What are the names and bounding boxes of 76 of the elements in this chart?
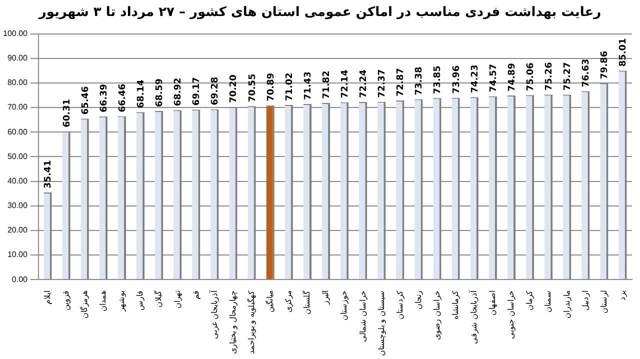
x-tick-label: خراسان شمالی: [358, 290, 368, 342]
data-label: 68.92: [174, 78, 184, 106]
x-tick-label: چهارمحال و بختیاری: [228, 290, 238, 354]
data-label: 72.14: [340, 70, 351, 98]
data-label: 69.17: [192, 77, 202, 106]
y-tick-label: 30.00: [7, 201, 28, 210]
y-tick-label: 0.00: [12, 274, 28, 284]
x-tick-label: ایلام: [42, 290, 52, 305]
x-tick-label: قزوین: [61, 290, 70, 311]
data-label: 75.27: [563, 62, 574, 91]
data-label: 74.89: [507, 63, 518, 92]
x-tick-label: خوزستان: [340, 290, 349, 321]
x-tick-label: گیلان: [153, 290, 164, 308]
data-label: 72.24: [359, 70, 370, 98]
data-label: 68.59: [155, 78, 166, 107]
data-label: 85.01: [618, 38, 629, 67]
data-label: 68.14: [136, 80, 146, 108]
data-label: 35.41: [44, 160, 54, 189]
data-label: 65.46: [80, 86, 91, 115]
data-label: 71.02: [284, 72, 295, 102]
x-tick-label: همدان: [98, 290, 108, 312]
x-tick-label: کرمان: [525, 290, 534, 311]
x-tick-label: فارس: [136, 290, 145, 311]
x-tick-label: کردستان: [395, 290, 404, 320]
data-label: 70.55: [248, 74, 258, 102]
y-tick-label: 10.00: [7, 250, 28, 260]
x-tick-label: هرمزگان: [79, 290, 90, 319]
data-label: 73.85: [433, 66, 444, 94]
x-tick-label: اصفهان: [488, 290, 498, 316]
data-label: 69.28: [210, 76, 221, 106]
data-label: 66.39: [99, 84, 110, 112]
y-tick-label: 80.00: [7, 78, 28, 88]
data-label: 73.38: [414, 66, 425, 96]
data-label: 72.87: [396, 68, 406, 96]
x-tick-label: اردبیل: [580, 290, 590, 311]
data-label: 74.57: [488, 64, 499, 92]
y-tick-label: 20.00: [7, 226, 28, 235]
data-label: 75.06: [526, 62, 536, 92]
data-label: 74.23: [470, 64, 480, 94]
data-label: 75.26: [544, 62, 555, 91]
data-label: 71.82: [322, 70, 332, 100]
x-tick-label: میانگین: [264, 290, 275, 313]
x-tick-label: سمنان: [544, 290, 553, 313]
y-tick-label: 40.00: [7, 176, 28, 186]
x-tick-label: بوشهر: [117, 290, 126, 313]
y-tick-label: 60.00: [7, 127, 28, 136]
data-label: 66.46: [118, 84, 128, 112]
data-label: 72.37: [378, 69, 388, 98]
y-tick-label: 70.00: [7, 102, 28, 112]
y-tick-label: 100.00: [3, 29, 28, 38]
x-tick-label: گلستان: [302, 290, 312, 315]
x-tick-label: سیستان و بلوچستان: [376, 290, 386, 356]
data-label: 76.63: [582, 58, 592, 88]
x-tick-label: مرکزی: [284, 290, 294, 313]
y-tick-label: 90.00: [7, 54, 28, 63]
chart-title: رعایت بهداشت فردی مناسب در اماکن عمومی استان های کشور – ۲۷ مرداد تا ۳ شهریور: [37, 4, 602, 22]
x-tick-label: آذربایجان شرقی: [468, 290, 479, 344]
x-tick-label: خراسان رضوی: [432, 290, 442, 340]
x-tick-label: قم: [191, 290, 200, 300]
data-label: 60.31: [62, 98, 72, 128]
x-tick-label: آذربایجان غربی: [208, 290, 219, 339]
y-tick-label: 50.00: [7, 152, 28, 161]
data-label: 73.96: [452, 65, 462, 94]
data-label: 79.86: [600, 50, 610, 80]
x-tick-label: خراسان جنوبی: [506, 290, 516, 339]
data-label: 71.43: [303, 72, 314, 100]
x-tick-label: البرز: [321, 290, 330, 306]
x-tick-label: مازندران: [562, 290, 572, 319]
x-tick-label: زنجان: [414, 290, 423, 310]
x-tick-label: کرمانشاه: [451, 290, 460, 320]
data-label: 70.20: [229, 74, 240, 104]
data-label: 70.89: [266, 72, 276, 102]
x-tick-label: یزد: [618, 290, 627, 301]
x-tick-label: لرستان: [599, 290, 608, 314]
x-tick-label: کهگیلویه و بویراحمد: [246, 290, 256, 354]
x-tick-label: تهران: [172, 290, 182, 309]
